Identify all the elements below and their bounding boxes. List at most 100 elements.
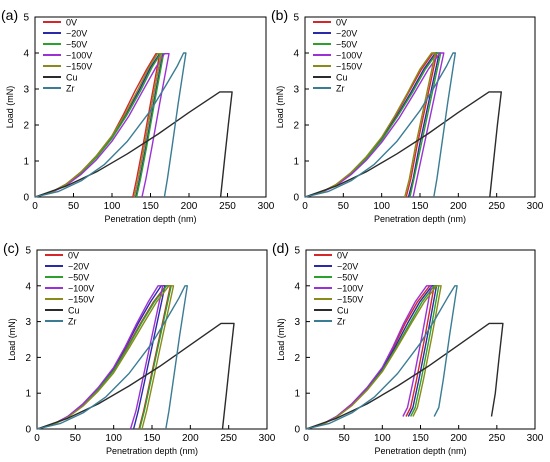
chart-panel-2: 0 50 100 150 200 250 300 0 1 2 3 4 5 Penetration dept… <box>271 7 544 224</box>
series-line-5 <box>36 285 175 430</box>
x-tick-label: 250 <box>488 201 505 212</box>
y-axis-label: Load (mN) <box>7 318 17 361</box>
series-line-5 <box>34 53 162 198</box>
series-line-4 <box>305 285 432 430</box>
x-axis-label: Penetration depth (nm) <box>374 214 466 224</box>
legend-label: 0V <box>336 18 347 28</box>
x-tick-label: 250 <box>219 201 236 212</box>
legend-label: Zr <box>66 84 75 94</box>
y-tick-label: 3 <box>23 85 29 96</box>
legend-label: Cu <box>336 73 348 83</box>
legend-label: −150V <box>66 62 92 72</box>
legend-label: −50V <box>68 273 89 283</box>
x-tick-label: 50 <box>338 201 350 212</box>
y-tick-label: 5 <box>23 13 29 24</box>
legend-label: −20V <box>66 29 87 39</box>
series-line-7 <box>36 285 188 430</box>
x-tick-label: 200 <box>181 201 198 212</box>
series-line-5 <box>305 285 442 430</box>
legend-label: Zr <box>68 317 77 327</box>
chart-panel-3: 0 50 100 150 200 250 300 0 1 2 3 4 5 Penetration dept… <box>3 240 276 456</box>
y-tick-label: 4 <box>25 281 31 292</box>
y-tick-label: 0 <box>293 193 299 204</box>
x-tick-label: 150 <box>412 201 429 212</box>
series-line-7 <box>305 285 458 430</box>
legend-label: −50V <box>66 40 87 50</box>
y-tick-label: 2 <box>293 121 299 132</box>
series-line-7 <box>304 52 456 198</box>
x-tick-label: 150 <box>412 433 429 444</box>
legend-label: −100V <box>66 51 92 61</box>
x-tick-label: 100 <box>105 433 122 444</box>
y-tick-label: 1 <box>23 157 29 168</box>
series-line-3 <box>305 285 440 430</box>
x-tick-label: 150 <box>144 433 161 444</box>
legend-label: −50V <box>337 273 358 283</box>
y-tick-label: 0 <box>23 193 29 204</box>
x-tick-label: 50 <box>339 433 351 444</box>
y-tick-label: 2 <box>23 121 29 132</box>
panel-label: (c) <box>3 240 19 256</box>
legend-label: −150V <box>337 295 363 305</box>
y-axis-label: Load (mN) <box>5 86 15 129</box>
y-tick-label: 3 <box>293 85 299 96</box>
legend-label: 0V <box>66 18 77 28</box>
x-tick-label: 200 <box>450 201 467 212</box>
series-line-4 <box>34 53 170 198</box>
x-tick-label: 250 <box>220 433 237 444</box>
x-tick-label: 50 <box>70 433 82 444</box>
legend-label: −150V <box>68 295 94 305</box>
y-tick-label: 3 <box>25 317 31 328</box>
chart-panel-1: 0 50 100 150 200 250 300 0 1 2 3 4 5 Penetration dept… <box>1 7 275 224</box>
x-tick-label: 0 <box>302 201 308 212</box>
legend-label: −100V <box>337 284 363 294</box>
y-axis-label: Load (mN) <box>275 86 285 129</box>
x-tick-label: 300 <box>527 433 544 444</box>
legend-label: 0V <box>68 251 79 261</box>
x-tick-label: 300 <box>258 201 275 212</box>
series-line-5 <box>304 52 436 198</box>
panel-label: (b) <box>271 7 288 23</box>
x-axis-label: Penetration depth (nm) <box>104 214 196 224</box>
panel-label: (d) <box>272 240 289 256</box>
legend-label: −150V <box>336 62 362 72</box>
x-tick-label: 100 <box>374 433 391 444</box>
y-axis-label: Load (mN) <box>276 318 286 361</box>
legend-label: 0V <box>337 251 348 261</box>
x-tick-label: 100 <box>373 201 390 212</box>
chart-panel-4: 0 50 100 150 200 250 300 0 1 2 3 4 5 Penetration dept… <box>272 240 544 456</box>
x-tick-label: 100 <box>104 201 121 212</box>
y-tick-label: 2 <box>25 353 31 364</box>
y-tick-label: 4 <box>293 49 299 60</box>
legend-label: −100V <box>68 284 94 294</box>
series-line-3 <box>34 53 165 198</box>
legend-label: Zr <box>336 84 345 94</box>
series-line-4 <box>36 285 164 430</box>
x-axis-label: Penetration depth (nm) <box>374 446 466 456</box>
x-tick-label: 300 <box>527 201 544 212</box>
series-line-4 <box>304 52 445 198</box>
y-tick-label: 1 <box>25 389 31 400</box>
y-tick-label: 4 <box>23 49 29 60</box>
legend-label: −100V <box>336 51 362 61</box>
legend-label: −20V <box>337 262 358 272</box>
legend-label: Cu <box>68 306 80 316</box>
y-tick-label: 3 <box>294 317 300 328</box>
x-tick-label: 300 <box>259 433 276 444</box>
y-tick-label: 2 <box>294 353 300 364</box>
x-tick-label: 150 <box>142 201 159 212</box>
legend-label: −50V <box>336 40 357 50</box>
legend-label: Cu <box>66 73 78 83</box>
y-tick-label: 1 <box>293 157 299 168</box>
x-tick-label: 200 <box>450 433 467 444</box>
x-tick-label: 200 <box>182 433 199 444</box>
panel-label: (a) <box>1 7 18 23</box>
legend-label: Zr <box>337 317 346 327</box>
legend-label: −20V <box>336 29 357 39</box>
x-tick-label: 0 <box>34 433 40 444</box>
y-tick-label: 0 <box>294 425 300 436</box>
y-tick-label: 5 <box>293 13 299 24</box>
x-tick-label: 250 <box>488 433 505 444</box>
x-tick-label: 0 <box>303 433 309 444</box>
